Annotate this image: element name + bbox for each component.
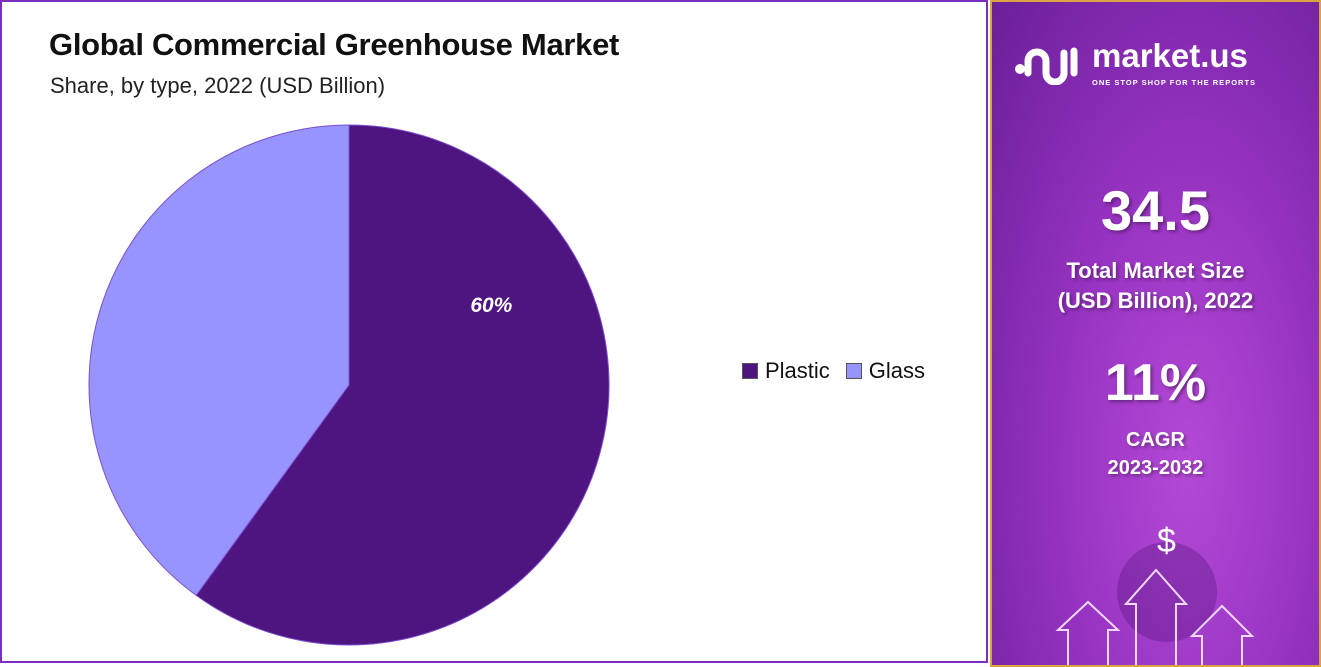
brand-name: market.us bbox=[1092, 37, 1248, 74]
market-size-value: 34.5 bbox=[1101, 179, 1210, 242]
legend: Plastic Glass bbox=[742, 358, 925, 384]
cagr-label-line2: 2023-2032 bbox=[1107, 457, 1204, 479]
up-arrows-icon bbox=[1055, 568, 1255, 665]
brand-tagline: ONE STOP SHOP FOR THE REPORTS bbox=[1092, 78, 1257, 87]
legend-item-plastic: Plastic bbox=[742, 358, 830, 384]
chart-panel: Global Commercial Greenhouse Market Shar… bbox=[0, 0, 988, 663]
pie-slice-plastic bbox=[195, 124, 610, 646]
brand-logo: market.us ONE STOP SHOP FOR THE REPORTS bbox=[1014, 36, 1256, 88]
coin-circle-icon bbox=[1117, 542, 1217, 642]
summary-sidebar: market.us ONE STOP SHOP FOR THE REPORTS … bbox=[990, 0, 1321, 667]
legend-swatch-glass bbox=[845, 363, 862, 379]
market-size-label-line2: (USD Billion), 2022 bbox=[1057, 288, 1254, 313]
market-us-logo-icon bbox=[1015, 47, 1078, 85]
market-size-label-line1: Total Market Size bbox=[1066, 258, 1245, 283]
cagr-value: 11% bbox=[1104, 354, 1207, 412]
chart-title: Global Commercial Greenhouse Market bbox=[49, 27, 620, 62]
data-label-plastic: 60% bbox=[470, 294, 512, 317]
cagr-label: CAGR 2023-2032 bbox=[992, 426, 1319, 482]
legend-item-glass: Glass bbox=[845, 358, 926, 384]
legend-label: Glass bbox=[868, 358, 926, 383]
dollar-icon: $ bbox=[1157, 522, 1176, 560]
legend-label: Plastic bbox=[765, 358, 830, 383]
chart-subtitle: Share, by type, 2022 (USD Billion) bbox=[50, 73, 386, 98]
growth-arrows-illustration: $ bbox=[1055, 522, 1255, 665]
pie-chart: 60% bbox=[88, 124, 610, 646]
legend-swatch-plastic bbox=[742, 363, 758, 379]
cagr-label-line1: CAGR bbox=[1126, 429, 1185, 451]
market-size-label: Total Market Size (USD Billion), 2022 bbox=[992, 256, 1319, 316]
pie-slice-glass bbox=[88, 124, 350, 597]
